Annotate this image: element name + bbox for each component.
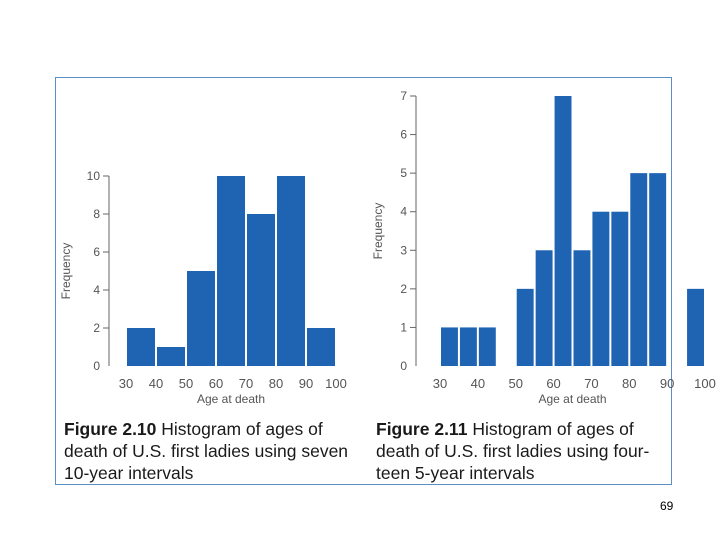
y-tick-label: 1 [400, 320, 407, 334]
histogram-bar [277, 176, 305, 366]
caption-figure-2-10: Figure 2.10 Histogram of ages of death o… [64, 418, 364, 484]
x-tick-label: 50 [508, 376, 522, 391]
histogram-bar [516, 288, 534, 366]
histogram-bar [127, 328, 155, 366]
y-tick-label: 8 [93, 207, 100, 221]
x-tick-label: 100 [325, 376, 347, 391]
y-tick-label: 0 [93, 359, 100, 373]
histogram-bar [478, 327, 496, 366]
histogram-bar [459, 327, 477, 366]
histogram-bar [649, 173, 667, 366]
y-tick-label: 3 [400, 243, 407, 257]
y-tick-label: 4 [93, 283, 100, 297]
caption-figure-2-11: Figure 2.11 Histogram of ages of death o… [376, 418, 666, 484]
histogram-bar [554, 96, 572, 366]
x-tick-label: 40 [471, 376, 485, 391]
y-tick-label: 5 [400, 166, 407, 180]
x-tick-label: 40 [149, 376, 163, 391]
x-tick-label: 90 [660, 376, 674, 391]
x-tick-label: 70 [239, 376, 253, 391]
figure-frame: 0 2 4 6 8 10 30 40 50 60 70 80 90 100 Age at death Freq… [55, 77, 716, 485]
histogram-bar [217, 176, 245, 366]
y-axis-label: Frequency [59, 243, 73, 300]
histogram-bar [592, 211, 610, 366]
x-tick-label: 60 [546, 376, 560, 391]
histogram-bar [630, 173, 648, 366]
x-tick-label: 30 [119, 376, 133, 391]
figure-label: Figure 2.11 [376, 419, 468, 439]
caption-text: Histogram of ages of death of U.S. first… [376, 419, 650, 483]
page-number: 69 [660, 499, 674, 513]
x-tick-label: 70 [584, 376, 598, 391]
y-tick-label: 0 [400, 359, 407, 373]
x-tick-label: 80 [269, 376, 283, 391]
histogram-bar [157, 347, 185, 366]
histogram-bar [535, 250, 553, 366]
x-axis-label: Age at death [197, 392, 265, 406]
x-tick-label: 90 [299, 376, 313, 391]
x-tick-label: 100 [694, 376, 716, 391]
x-tick-label: 60 [209, 376, 223, 391]
y-tick-label: 7 [400, 89, 407, 103]
y-tick-label: 10 [87, 169, 101, 183]
x-tick-label: 30 [433, 376, 447, 391]
histogram-bar [307, 328, 335, 366]
x-tick-label: 80 [622, 376, 636, 391]
histogram-bar [611, 211, 629, 366]
y-tick-label: 6 [93, 245, 100, 259]
histogram-bar [441, 327, 458, 366]
y-tick-label: 2 [93, 321, 100, 335]
caption-text: Histogram of ages of death of U.S. first… [64, 419, 349, 483]
histogram-bar [247, 214, 275, 366]
histogram-bar [687, 288, 704, 366]
histogram-chart-five-year: 0 1 2 3 4 5 6 7 30 40 50 60 70 80 90 100 Age at death Fre… [371, 89, 716, 406]
figure-label: Figure 2.10 [64, 419, 157, 439]
histogram-chart-ten-year: 0 2 4 6 8 10 30 40 50 60 70 80 90 100 Age at death Freq… [59, 169, 347, 406]
x-axis-label: Age at death [538, 392, 606, 406]
histogram-bar [187, 271, 215, 366]
histogram-bar [573, 250, 591, 366]
y-tick-label: 2 [400, 282, 407, 296]
y-tick-label: 6 [400, 128, 407, 142]
x-tick-label: 50 [179, 376, 193, 391]
y-tick-label: 4 [400, 205, 407, 219]
y-axis-label: Frequency [371, 203, 385, 260]
